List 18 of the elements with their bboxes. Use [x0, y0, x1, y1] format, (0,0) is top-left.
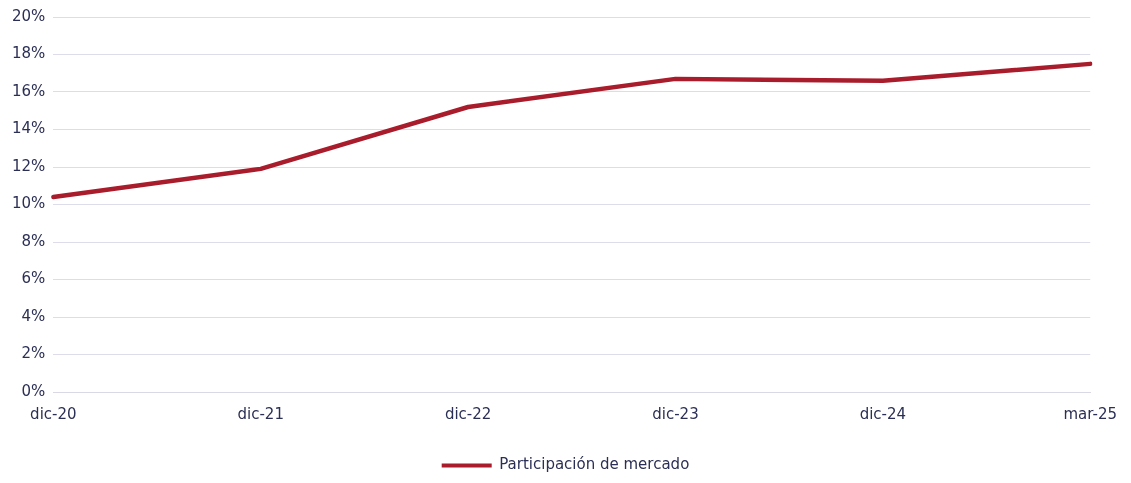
y-tick-label: 12% — [12, 156, 46, 175]
x-tick-label: dic-21 — [237, 404, 284, 423]
y-tick-label: 6% — [21, 269, 46, 288]
y-tick-label: 14% — [12, 119, 46, 138]
y-tick-label: 2% — [21, 344, 46, 363]
y-tick-label: 8% — [21, 231, 46, 250]
x-tick-label: dic-22 — [444, 404, 492, 423]
y-tick-label: 20% — [12, 6, 46, 25]
x-tick-label: dic-24 — [859, 404, 907, 423]
y-tick-label: 18% — [12, 44, 46, 63]
y-tick-label: 10% — [12, 194, 46, 213]
x-tick-label: dic-23 — [652, 404, 699, 423]
legend-label: Participación de mercado — [499, 455, 690, 474]
y-tick-label: 4% — [21, 306, 46, 325]
x-tick-label: mar-25 — [1063, 404, 1117, 423]
y-tick-label: 16% — [12, 81, 46, 100]
y-tick-label: 0% — [21, 381, 46, 400]
x-tick-label: dic-20 — [30, 404, 77, 423]
